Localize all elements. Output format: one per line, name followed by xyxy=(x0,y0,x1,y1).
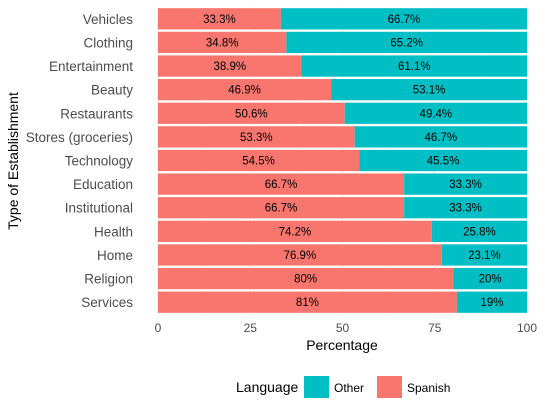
y-tick-label: Institutional xyxy=(65,201,133,216)
x-tick-label: 100 xyxy=(517,321,537,335)
y-tick-label: Technology xyxy=(65,154,134,169)
data-label-other: 45.5% xyxy=(427,156,460,168)
bar-spanish xyxy=(158,220,432,242)
bar-spanish xyxy=(158,149,360,172)
bar-other xyxy=(331,79,527,101)
data-label-other: 66.7% xyxy=(388,14,421,26)
bar-spanish xyxy=(158,291,457,313)
data-label-other: 61.1% xyxy=(398,61,431,73)
data-label-spanish: 66.7% xyxy=(265,179,298,191)
bar-other xyxy=(456,291,527,313)
bar-other xyxy=(404,173,527,195)
bar-spanish xyxy=(158,173,405,195)
bar-spanish xyxy=(158,79,332,101)
data-label-other: 19% xyxy=(480,297,503,309)
data-label-other: 49.4% xyxy=(420,108,453,120)
bar-other xyxy=(441,244,527,266)
data-label-other: 53.1% xyxy=(413,85,446,97)
bar-spanish xyxy=(158,197,405,219)
legend: Language Other Spanish xyxy=(236,376,450,398)
x-tick-label: 0 xyxy=(155,321,162,335)
data-label-spanish: 46.9% xyxy=(228,85,261,97)
bar-spanish xyxy=(158,8,281,30)
data-label-spanish: 53.3% xyxy=(240,132,273,144)
y-tick-label: Religion xyxy=(84,272,133,287)
data-label-spanish: 50.6% xyxy=(235,108,268,120)
bar-other xyxy=(301,55,527,77)
data-label-spanish: 33.3% xyxy=(203,14,236,26)
legend-label-other: Other xyxy=(334,381,364,395)
bar-spanish xyxy=(158,267,454,290)
y-tick-label: Services xyxy=(81,295,133,310)
data-label-spanish: 81% xyxy=(296,297,319,309)
y-tick-label: Clothing xyxy=(83,35,133,50)
y-tick-label: Home xyxy=(97,248,133,263)
data-label-other: 33.3% xyxy=(449,203,482,215)
bar-spanish xyxy=(158,102,345,124)
x-tick-label: 50 xyxy=(336,321,350,335)
bar-other xyxy=(404,197,527,219)
y-tick-label: Education xyxy=(73,177,133,192)
data-label-other: 46.7% xyxy=(425,132,458,144)
y-axis-tick-labels: Vehicles Clothing Entertainment Beauty Resta… xyxy=(26,12,134,310)
data-label-spanish: 66.7% xyxy=(265,203,298,215)
data-label-other: 25.8% xyxy=(463,226,496,238)
x-axis-label: Percentage xyxy=(306,337,378,353)
bars xyxy=(158,8,527,313)
bar-labels: 33.3% 66.7% 34.8% 65.2% 38.9% 61.1% 46.9% 53.1%… xyxy=(203,14,503,309)
y-tick-label: Beauty xyxy=(91,83,133,98)
data-label-spanish: 80% xyxy=(294,274,317,286)
data-label-spanish: 54.5% xyxy=(242,156,275,168)
bar-other xyxy=(286,31,527,54)
bar-other xyxy=(453,267,527,290)
bar-spanish xyxy=(158,126,355,148)
bar-spanish xyxy=(158,244,442,266)
y-tick-label: Stores (groceries) xyxy=(26,130,133,145)
data-label-spanish: 76.9% xyxy=(284,250,317,262)
bar-other xyxy=(359,149,527,172)
data-label-other: 65.2% xyxy=(390,37,423,49)
data-label-spanish: 34.8% xyxy=(206,37,239,49)
bar-other xyxy=(280,8,527,30)
bar-spanish xyxy=(158,31,287,54)
bar-other xyxy=(344,102,527,124)
data-label-spanish: 74.2% xyxy=(279,226,312,238)
data-label-spanish: 38.9% xyxy=(213,61,246,73)
y-tick-label: Restaurants xyxy=(60,106,133,121)
bar-other xyxy=(354,126,527,148)
legend-key-other xyxy=(304,376,329,398)
y-axis-label: Type of Establishment xyxy=(5,92,21,230)
y-tick-label: Vehicles xyxy=(83,12,134,27)
y-tick-label: Health xyxy=(94,224,133,239)
x-tick-label: 25 xyxy=(244,321,258,335)
legend-title: Language xyxy=(236,379,299,395)
data-label-other: 20% xyxy=(479,274,502,286)
legend-label-spanish: Spanish xyxy=(407,381,450,395)
x-tick-label: 75 xyxy=(428,321,442,335)
y-tick-label: Entertainment xyxy=(49,59,133,74)
x-axis-tick-labels: 0 25 50 75 100 xyxy=(155,321,538,335)
legend-key-spanish xyxy=(377,376,402,398)
data-label-other: 33.3% xyxy=(449,179,482,191)
data-label-other: 23.1% xyxy=(468,250,501,262)
bar-spanish xyxy=(158,55,302,77)
bar-other xyxy=(431,220,527,242)
